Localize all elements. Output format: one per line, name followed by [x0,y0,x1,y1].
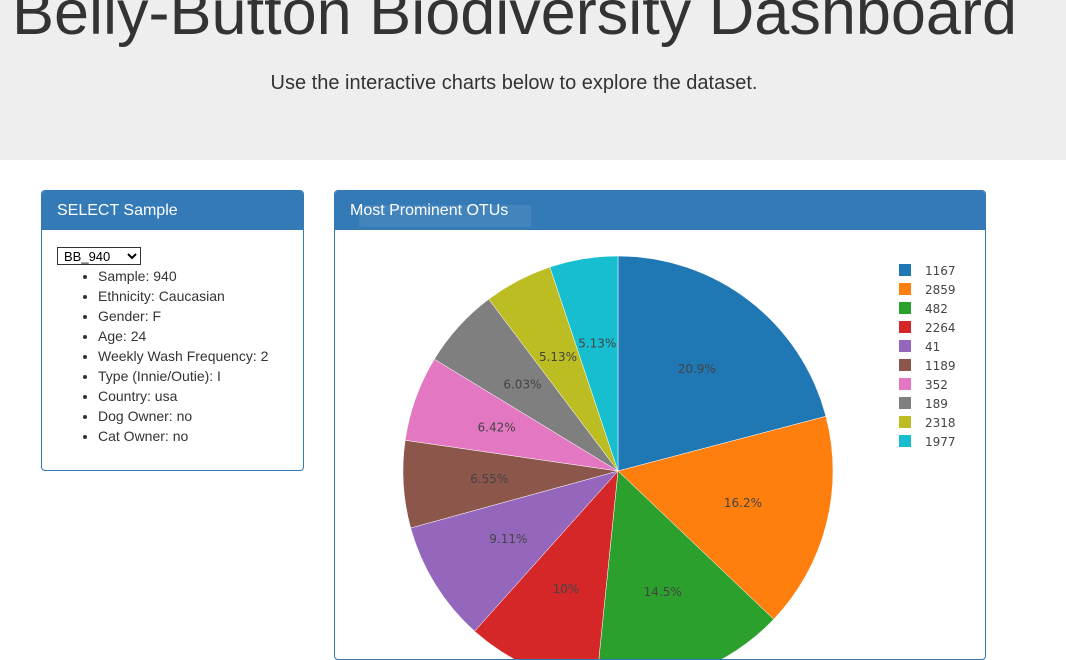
heading-highlight [359,205,531,227]
metadata-item: Type (Innie/Outie): I [98,366,268,386]
pie-slice-label: 6.42% [478,420,516,434]
legend-label: 2318 [925,416,956,430]
legend-swatch [899,397,911,409]
legend-swatch [899,283,911,295]
otu-pie-chart[interactable]: 20.9% 16.2% 14.5% 10% 9.11% 6.55% 6.42% 6.03% 5.… [335,230,985,660]
pie-slice-label: 16.2% [724,496,762,510]
page-subtitle: Use the interactive charts below to expl… [270,72,758,94]
select-sample-panel: SELECT Sample BB_940 Sample: 940Ethnicit… [41,190,304,471]
page-title: Belly-Button Biodiversity Dashboard [12,0,1017,48]
legend-item-189[interactable]: 189 [899,397,948,411]
chart-panel-title: Most Prominent OTUs [350,202,509,219]
pie-slice-1167[interactable] [617,255,827,472]
metadata-item: Gender: F [98,306,268,326]
sample-select-wrapper: BB_940 [57,247,141,266]
metadata-item: Weekly Wash Frequency: 2 [98,346,268,366]
legend-label: 2264 [925,321,956,335]
select-panel-title: SELECT Sample [57,202,178,219]
metadata-item: Ethnicity: Caucasian [98,286,268,306]
legend-item-482[interactable]: 482 [899,302,948,316]
legend-label: 189 [925,397,948,411]
pie-slice-label: 9.11% [489,532,527,546]
legend-swatch [899,340,911,352]
legend-label: 41 [925,340,940,354]
legend-swatch [899,359,911,371]
legend-label: 2859 [925,283,956,297]
legend-item-2318[interactable]: 2318 [899,416,956,430]
metadata-item: Country: usa [98,386,268,406]
pie-slice-label: 5.13% [539,350,577,364]
jumbotron-header: Belly-Button Biodiversity Dashboard Use … [0,0,1066,160]
pie-slice-label: 6.03% [503,377,541,391]
otu-chart-panel: Most Prominent OTUs 20.9% 16.2% 14.5% 10% 9.… [334,190,986,660]
select-panel-heading: SELECT Sample [42,191,303,230]
pie-slice-2859[interactable] [617,416,834,620]
metadata-item: Dog Owner: no [98,406,268,426]
legend-item-2859[interactable]: 2859 [899,283,956,297]
metadata-item: Sample: 940 [98,266,268,286]
pie-slice-1977[interactable] [549,255,619,472]
pie-slice-41[interactable] [410,470,619,632]
legend-label: 1167 [925,264,956,278]
legend-label: 1977 [925,435,956,449]
legend-item-2264[interactable]: 2264 [899,321,956,335]
legend-label: 352 [925,378,948,392]
legend-swatch [899,321,911,333]
metadata-item: Age: 24 [98,326,268,346]
sample-metadata-list: Sample: 940Ethnicity: CaucasianGender: F… [72,266,268,446]
legend-label: 1189 [925,359,956,373]
pie-slice-label: 14.5% [644,585,682,599]
legend-swatch [899,264,911,276]
legend-swatch [899,416,911,428]
legend-label: 482 [925,302,948,316]
legend-item-1977[interactable]: 1977 [899,435,956,449]
pie-slice-label: 6.55% [470,472,508,486]
pie-slice-482[interactable] [596,470,775,660]
pie-slice-2264[interactable] [474,470,619,660]
legend-swatch [899,302,911,314]
chart-panel-heading: Most Prominent OTUs [335,191,985,230]
metadata-item: Cat Owner: no [98,426,268,446]
legend-swatch [899,378,911,390]
pie-slice-label: 20.9% [678,362,716,376]
legend-item-1189[interactable]: 1189 [899,359,956,373]
legend-item-1167[interactable]: 1167 [899,264,956,278]
legend-item-41[interactable]: 41 [899,340,940,354]
pie-slice-label: 10% [553,582,580,596]
legend-swatch [899,435,911,447]
pie-slice-label: 5.13% [578,337,616,351]
legend-item-352[interactable]: 352 [899,378,948,392]
sample-select-dropdown[interactable]: BB_940 [57,247,141,265]
